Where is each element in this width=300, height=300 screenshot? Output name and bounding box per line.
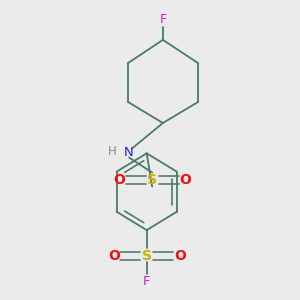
Text: O: O bbox=[108, 249, 120, 262]
Text: O: O bbox=[113, 173, 125, 187]
Text: F: F bbox=[143, 274, 150, 288]
Text: O: O bbox=[179, 173, 191, 187]
Text: S: S bbox=[142, 249, 152, 262]
Text: N: N bbox=[124, 146, 134, 160]
Text: H: H bbox=[108, 145, 117, 158]
Text: O: O bbox=[174, 249, 186, 262]
Text: F: F bbox=[159, 13, 167, 26]
Text: S: S bbox=[147, 173, 157, 187]
